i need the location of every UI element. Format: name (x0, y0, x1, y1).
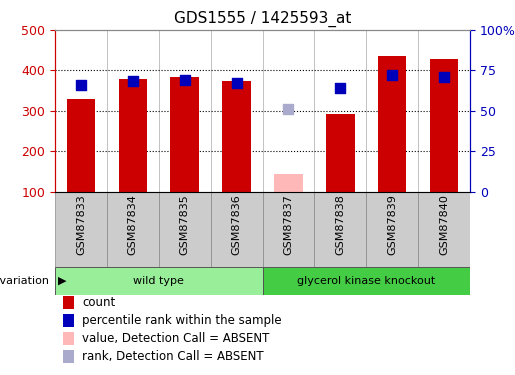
Bar (55, 267, 263, 295)
Text: wild type: wild type (133, 276, 184, 286)
Text: glycerol kinase knockout: glycerol kinase knockout (297, 276, 435, 286)
Bar (66, 99, 95, 192)
Bar (263, 192, 314, 267)
Text: GSM87833: GSM87833 (76, 194, 86, 255)
Bar (63, 296, 74, 309)
Bar (326, 114, 355, 192)
Text: GSM87836: GSM87836 (232, 194, 242, 255)
Text: rank, Detection Call = ABSENT: rank, Detection Call = ABSENT (82, 350, 264, 363)
Title: GDS1555 / 1425593_at: GDS1555 / 1425593_at (174, 11, 351, 27)
Text: GSM87834: GSM87834 (128, 194, 138, 255)
Bar (263, 267, 470, 295)
Point (440, 74, 448, 80)
Point (181, 77, 189, 83)
Bar (159, 192, 211, 267)
Bar (63, 350, 74, 363)
Text: count: count (82, 296, 115, 309)
Bar (274, 174, 303, 192)
Point (129, 78, 137, 84)
Bar (107, 192, 159, 267)
Text: value, Detection Call = ABSENT: value, Detection Call = ABSENT (82, 332, 269, 345)
Bar (430, 59, 458, 192)
Text: GSM87839: GSM87839 (387, 194, 397, 255)
Text: GSM87835: GSM87835 (180, 194, 190, 255)
Text: GSM87837: GSM87837 (283, 194, 294, 255)
Bar (378, 56, 406, 192)
Point (336, 84, 345, 90)
Point (284, 106, 293, 112)
Bar (63, 314, 74, 327)
Point (77, 82, 85, 88)
Text: genotype/variation: genotype/variation (0, 276, 50, 286)
Bar (314, 192, 366, 267)
Bar (366, 192, 418, 267)
Bar (170, 77, 199, 192)
Bar (55, 192, 107, 267)
Text: percentile rank within the sample: percentile rank within the sample (82, 314, 282, 327)
Text: GSM87840: GSM87840 (439, 194, 449, 255)
Bar (118, 79, 147, 192)
Bar (211, 192, 263, 267)
Point (388, 72, 397, 78)
Point (232, 80, 241, 86)
Bar (63, 332, 74, 345)
Text: ▶: ▶ (58, 276, 66, 286)
Bar (418, 192, 470, 267)
Text: GSM87838: GSM87838 (335, 194, 346, 255)
Bar (222, 81, 251, 192)
